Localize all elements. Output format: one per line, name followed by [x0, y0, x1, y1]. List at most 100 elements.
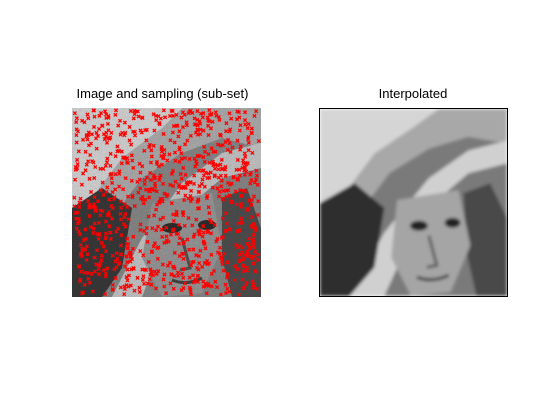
sample-marker	[74, 216, 79, 221]
sample-marker	[250, 150, 255, 155]
sample-marker	[148, 160, 154, 165]
sample-marker	[86, 276, 91, 281]
sample-marker	[159, 149, 164, 154]
sample-marker	[148, 177, 153, 183]
sample-marker	[83, 227, 88, 232]
sample-marker	[169, 108, 174, 113]
sample-marker	[213, 279, 218, 284]
sample-marker	[249, 126, 254, 131]
sample-marker	[99, 240, 104, 245]
sample-marker	[117, 171, 122, 176]
sample-marker	[99, 258, 104, 263]
sample-marker	[75, 129, 81, 134]
sample-marker	[217, 117, 222, 123]
sample-marker	[164, 291, 169, 296]
sample-marker	[75, 165, 80, 171]
sample-marker	[88, 225, 93, 230]
sample-marker	[173, 158, 178, 163]
sample-marker	[126, 273, 132, 278]
sample-marker	[208, 170, 213, 175]
sample-marker	[246, 236, 251, 241]
sample-marker	[201, 284, 206, 289]
sample-marker	[138, 186, 143, 191]
sample-marker	[139, 115, 144, 120]
sample-marker	[119, 149, 124, 154]
sample-marker	[92, 269, 97, 274]
sample-marker	[103, 231, 109, 236]
sample-marker	[197, 184, 202, 189]
sample-marker	[151, 273, 156, 278]
sample-marker	[103, 134, 108, 139]
sample-marker	[152, 176, 157, 181]
sample-marker	[89, 132, 94, 137]
sample-marker	[155, 245, 160, 251]
sample-marker	[236, 292, 241, 297]
sample-marker	[195, 127, 200, 132]
sample-marker	[140, 267, 145, 272]
sample-marker	[113, 259, 118, 264]
sample-marker	[209, 284, 214, 289]
sample-marker	[161, 108, 166, 113]
sample-marker	[205, 228, 210, 234]
sample-marker	[211, 161, 216, 166]
sample-marker	[189, 263, 194, 268]
sample-marker	[255, 212, 261, 217]
left-panel-title: Image and sampling (sub-set)	[76, 86, 249, 101]
sample-marker	[164, 234, 169, 239]
sample-marker	[206, 281, 211, 286]
sample-marker	[77, 232, 83, 237]
sample-marker	[247, 198, 252, 203]
sample-marker	[124, 274, 129, 280]
sample-marker	[225, 271, 230, 277]
sample-marker	[120, 130, 125, 135]
sample-marker	[207, 211, 212, 216]
sample-marker	[131, 116, 136, 121]
sample-marker	[242, 151, 247, 156]
sample-marker	[124, 242, 129, 247]
sampled-image-panel	[72, 108, 261, 297]
sample-marker	[181, 251, 186, 256]
sample-marker	[254, 173, 260, 178]
sample-marker	[133, 133, 138, 138]
sample-marker	[215, 236, 220, 242]
sample-marker	[75, 221, 80, 226]
sample-marker	[251, 282, 256, 287]
sample-marker	[155, 224, 161, 229]
sample-marker	[122, 264, 128, 269]
sample-marker	[120, 155, 126, 160]
sample-marker	[85, 252, 90, 257]
sample-marker	[150, 226, 155, 231]
interpolated-image	[320, 109, 507, 296]
sample-marker	[215, 250, 220, 255]
sample-marker	[226, 137, 231, 143]
sample-marker	[78, 242, 83, 248]
sample-marker	[72, 111, 77, 116]
sample-marker	[235, 157, 240, 163]
sample-marker	[179, 151, 184, 156]
sample-marker	[195, 274, 201, 279]
sample-marker	[252, 113, 257, 119]
sample-marker	[130, 257, 135, 262]
sample-marker	[177, 236, 182, 241]
sample-marker	[233, 189, 238, 194]
sample-marker	[103, 274, 108, 279]
sample-marker	[253, 225, 258, 230]
sample-marker	[160, 234, 165, 239]
sample-marker	[137, 289, 142, 294]
sample-marker	[187, 156, 192, 161]
sample-marker	[196, 197, 201, 202]
sample-marker	[237, 115, 242, 120]
sample-marker	[123, 176, 128, 181]
sample-marker	[251, 285, 256, 290]
sample-marker	[107, 224, 112, 229]
sample-marker	[205, 193, 210, 198]
sample-marker	[252, 180, 257, 185]
sample-marker	[96, 236, 101, 242]
sample-marker	[168, 182, 173, 187]
sample-marker	[131, 265, 136, 271]
sample-marker	[144, 226, 149, 231]
sample-marker	[140, 197, 145, 202]
sample-marker	[247, 245, 252, 251]
sample-marker	[165, 192, 170, 197]
sample-marker	[108, 230, 113, 235]
